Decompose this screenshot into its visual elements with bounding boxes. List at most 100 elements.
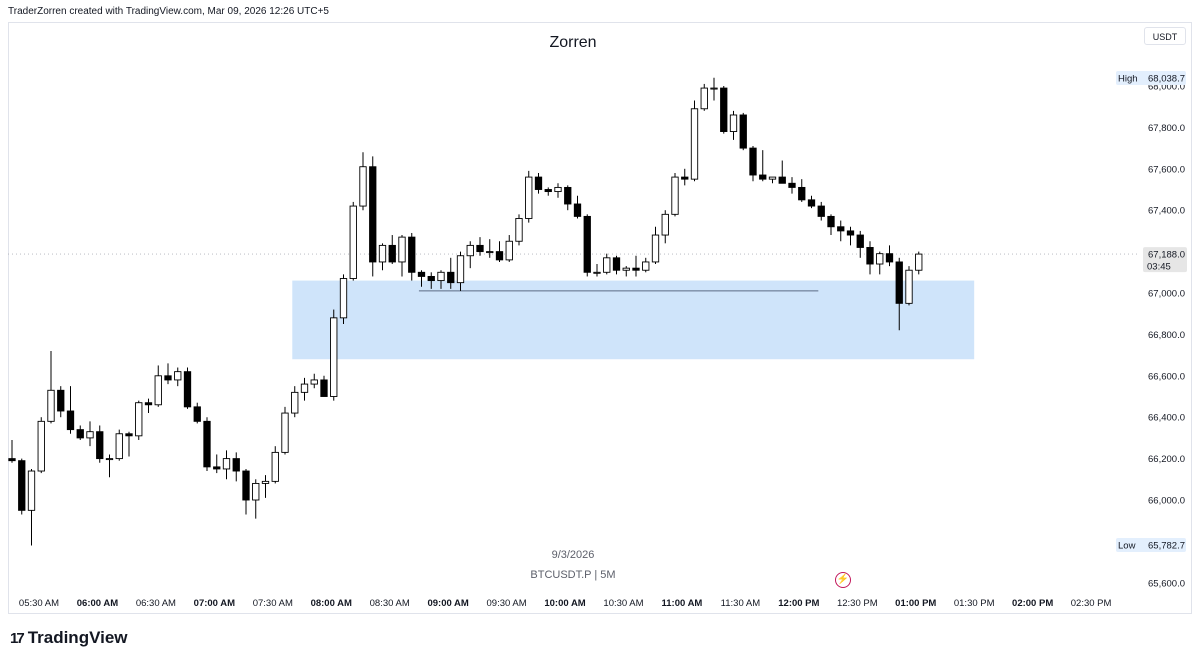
candle: [544, 187, 552, 196]
candle: [827, 214, 835, 236]
candle: [369, 156, 377, 277]
candle: [846, 226, 855, 246]
candle: [96, 425, 104, 463]
current-price: 67,188.0: [1148, 250, 1185, 261]
x-tick-label: 06:00 AM: [77, 598, 118, 609]
candle-countdown: 03:45: [1147, 262, 1171, 273]
tradingview-brand[interactable]: 17 TradingView: [10, 628, 128, 648]
candle: [466, 241, 474, 269]
candle: [905, 266, 913, 306]
candle: [281, 406, 289, 455]
brand-name: TradingView: [27, 628, 128, 647]
candle: [57, 386, 65, 418]
candle: [798, 179, 806, 202]
y-tick-label: 67,000.0: [1148, 289, 1185, 300]
candle: [164, 363, 172, 385]
candle: [310, 373, 318, 389]
x-tick-label: 07:00 AM: [194, 598, 235, 609]
high-label-box: [1116, 70, 1186, 85]
candle: [408, 232, 416, 281]
candle: [76, 425, 84, 440]
x-tick-label: 06:30 AM: [136, 598, 176, 609]
lightning-bolt-icon[interactable]: ⚡: [835, 572, 851, 588]
y-tick-label: 66,200.0: [1148, 454, 1185, 465]
x-tick-label: 01:30 PM: [954, 598, 995, 609]
attribution-text: TraderZorren created with TradingView.co…: [8, 6, 329, 17]
candle: [183, 367, 192, 409]
candle: [37, 417, 45, 474]
x-tick-label: 12:00 PM: [778, 598, 819, 609]
x-tick-label: 12:30 PM: [837, 598, 878, 609]
candle: [213, 454, 221, 474]
candle: [144, 398, 153, 414]
candle: [47, 350, 55, 424]
y-tick-label: 68,000.0: [1148, 82, 1185, 93]
candle: [135, 400, 143, 440]
candle: [27, 468, 36, 546]
candle: [271, 446, 279, 484]
candle: [612, 255, 621, 275]
candle: [729, 110, 738, 140]
candle: [749, 146, 757, 182]
low-label: Low: [1118, 540, 1136, 551]
candle: [388, 235, 396, 265]
candle: [768, 176, 777, 184]
candle: [534, 172, 543, 194]
candle: [564, 185, 572, 211]
x-tick-label: 07:30 AM: [253, 598, 293, 609]
x-tick-label: 11:30 AM: [721, 598, 761, 609]
candle: [261, 475, 270, 498]
candle: [876, 251, 884, 275]
candle: [125, 431, 133, 457]
y-tick-label: 66,000.0: [1148, 496, 1185, 507]
x-tick-label: 01:00 PM: [895, 598, 936, 609]
candle: [320, 375, 328, 397]
y-tick-label: 67,600.0: [1148, 164, 1185, 175]
candle: [759, 150, 767, 182]
candle: [495, 241, 504, 262]
candle: [554, 183, 562, 198]
candle: [885, 245, 894, 267]
low-value: 65,782.7: [1148, 540, 1185, 551]
candle: [291, 386, 299, 418]
tradingview-logo-icon: 17: [10, 629, 25, 647]
candle: [700, 83, 708, 111]
candle: [154, 365, 162, 407]
candle: [710, 77, 718, 101]
candle: [242, 468, 250, 515]
candle: [807, 195, 816, 209]
demand-zone[interactable]: [292, 280, 975, 360]
x-tick-label: 09:30 AM: [487, 598, 527, 609]
candle: [417, 270, 426, 287]
candle: [817, 201, 825, 221]
candle: [193, 402, 201, 424]
x-tick-label: 10:30 AM: [603, 598, 643, 609]
candle: [86, 421, 94, 447]
x-tick-label: 09:00 AM: [427, 598, 468, 609]
candle: [632, 255, 640, 277]
candle: [915, 251, 923, 275]
candle: [622, 266, 630, 277]
x-tick-label: 02:00 PM: [1012, 598, 1053, 609]
candle: [505, 235, 513, 262]
candle: [856, 230, 864, 258]
low-label-box: [1116, 537, 1186, 552]
x-tick-label: 10:00 AM: [544, 598, 585, 609]
candle: [515, 214, 523, 246]
candle: [427, 272, 435, 289]
high-label: High: [1118, 73, 1138, 84]
candle: [720, 86, 728, 134]
candle: [203, 417, 211, 472]
symbol-interval: BTCUSDT.P | 5M: [530, 569, 616, 581]
currency-button[interactable]: USDT: [1144, 27, 1186, 45]
candle: [339, 274, 348, 325]
candle: [105, 454, 114, 478]
candle: [583, 214, 591, 277]
candle: [378, 243, 387, 271]
candle: [174, 367, 182, 387]
candle: [330, 309, 338, 401]
candle: [456, 251, 465, 291]
x-tick-label: 02:30 PM: [1071, 598, 1112, 609]
y-tick-label: 66,800.0: [1148, 330, 1185, 341]
